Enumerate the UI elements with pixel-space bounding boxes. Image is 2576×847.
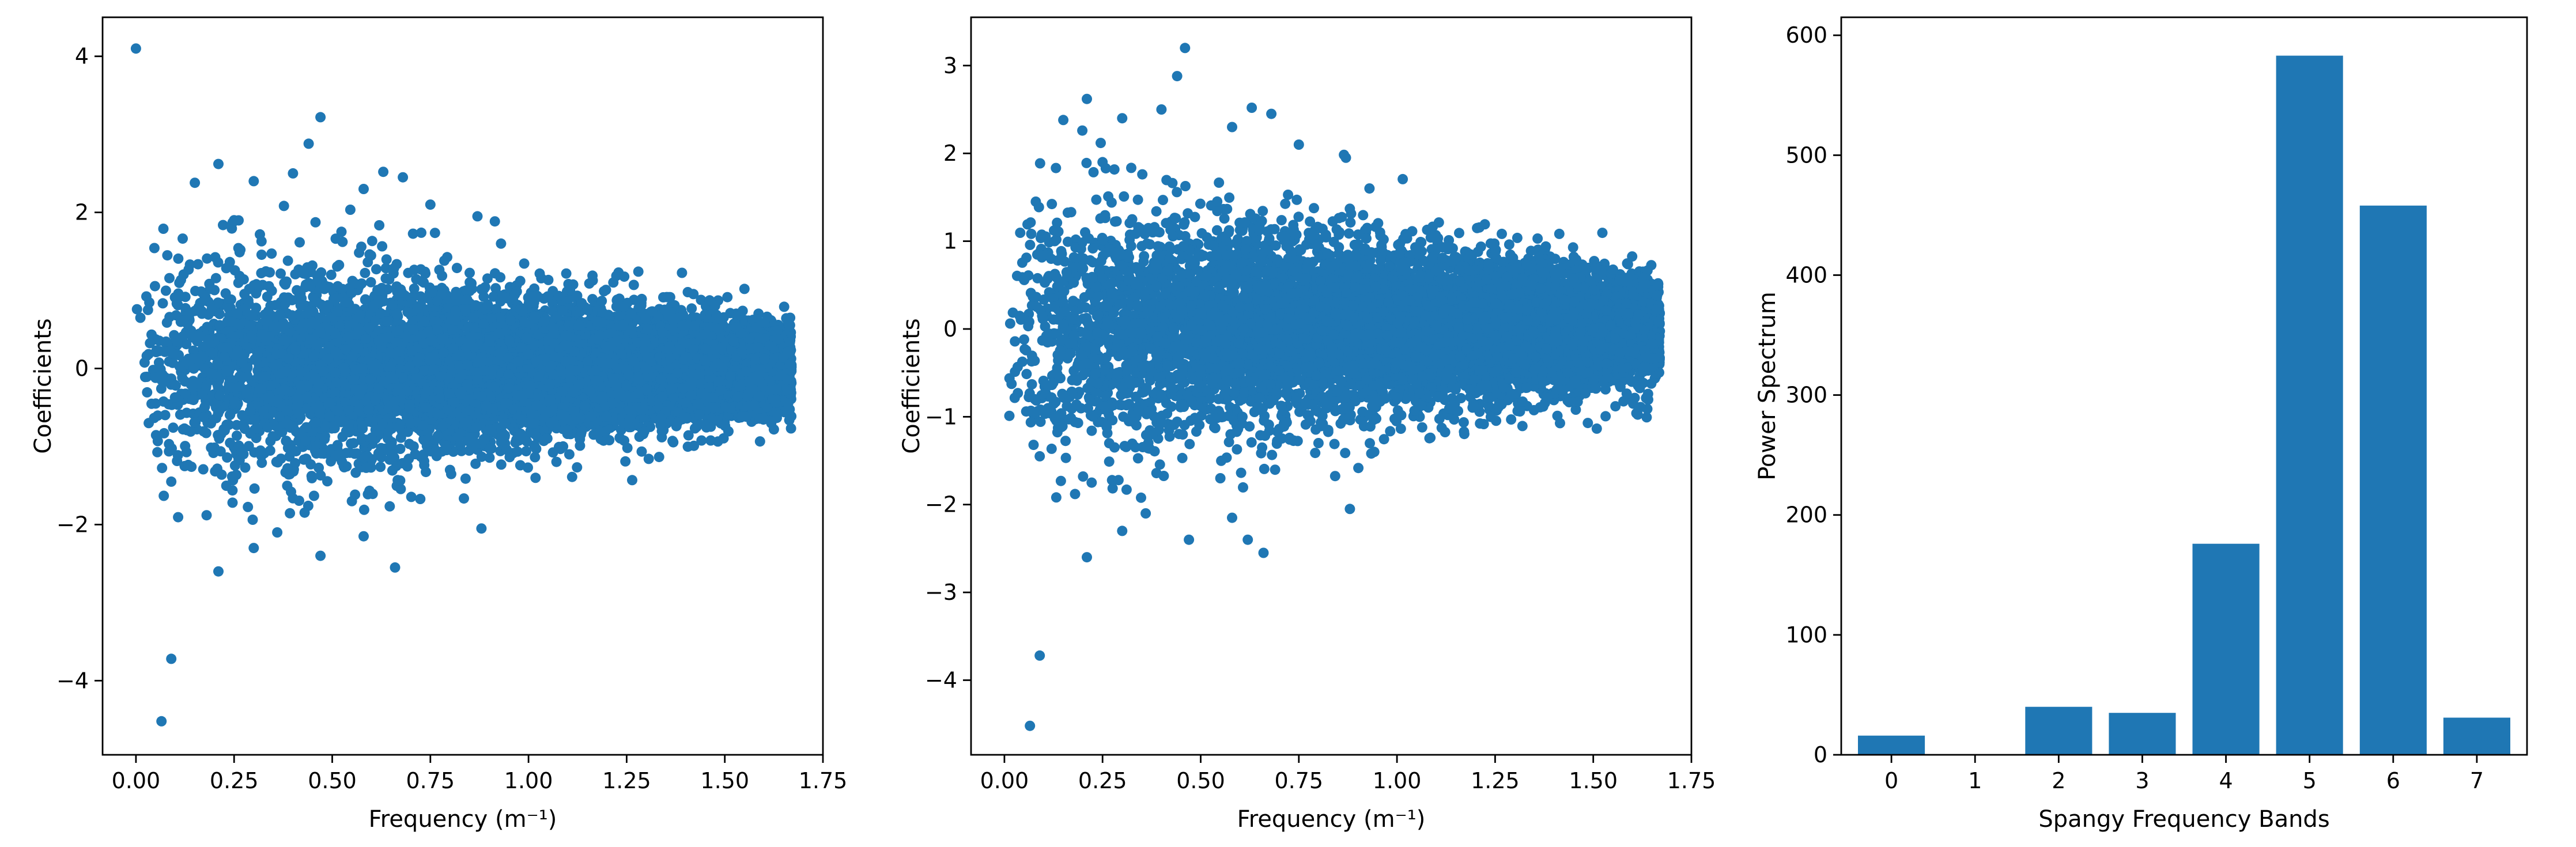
scatter-point	[429, 228, 440, 239]
scatter-point	[256, 249, 267, 260]
scatter-point	[722, 292, 733, 302]
scatter-point	[467, 283, 478, 294]
scatter-panel-left: 0.00 0.25 0.50 0.75 1.00 1.25 1.50 1.75−4−2024F…	[30, 16, 847, 833]
scatter-point	[409, 283, 420, 294]
scatter-point	[173, 253, 184, 264]
scatter-point	[164, 273, 175, 283]
scatter-point	[175, 409, 186, 420]
scatter-point	[290, 446, 301, 457]
scatter-point	[303, 500, 313, 511]
scatter-point	[628, 279, 639, 290]
scatter-point	[247, 515, 258, 525]
scatter-point	[305, 459, 316, 470]
scatter-point	[157, 298, 168, 309]
scatter-point	[149, 281, 160, 292]
scatter-point	[224, 256, 235, 267]
scatter-point	[364, 249, 375, 260]
scatter-point	[294, 237, 305, 248]
scatter-point	[620, 456, 631, 467]
scatter-point	[643, 453, 654, 464]
scatter-point	[231, 430, 242, 441]
scatter-point	[367, 236, 377, 247]
scatter-point	[599, 286, 610, 297]
scatter-point	[367, 489, 378, 500]
scatter-point	[496, 459, 507, 470]
scatter-point	[686, 303, 697, 314]
scatter-point	[227, 497, 238, 508]
scatter-point	[489, 216, 500, 227]
scatter-point	[551, 456, 562, 467]
scatter-point	[739, 283, 750, 294]
scatter-point	[566, 471, 577, 482]
scatter-point	[374, 220, 385, 230]
scatter-point	[564, 449, 575, 460]
scatter-point	[357, 423, 368, 434]
scatter-point	[346, 438, 357, 449]
scatter-point	[459, 493, 469, 504]
scatter-point	[561, 268, 572, 279]
scatter-point	[530, 472, 541, 483]
scatter-point	[785, 423, 796, 434]
scatter-point	[168, 422, 179, 433]
scatter-point	[308, 490, 319, 501]
scatter-point	[260, 266, 271, 277]
scatter-point	[677, 267, 688, 278]
scatter-point	[146, 329, 157, 340]
scatter-point	[158, 490, 169, 501]
plot-area	[130, 43, 797, 727]
scatter-point	[216, 429, 226, 440]
scatter-point	[160, 285, 171, 296]
scatter-point	[360, 294, 371, 305]
scatter-point	[149, 243, 160, 254]
scatter-point	[172, 300, 183, 311]
scatter-point	[371, 264, 382, 275]
scatter-point	[381, 254, 392, 265]
scatter-point	[180, 292, 191, 302]
scatter-point	[177, 233, 188, 244]
scatter-point	[627, 475, 637, 486]
scatter-point	[216, 469, 227, 480]
scatter-point	[249, 483, 260, 494]
scatter-point	[358, 504, 369, 515]
scatter-point	[158, 224, 169, 234]
scatter-point	[547, 447, 558, 458]
scatter-point	[360, 267, 371, 278]
scatter-point	[683, 430, 694, 441]
scatter-point	[266, 248, 277, 259]
scatter-point	[198, 464, 209, 475]
